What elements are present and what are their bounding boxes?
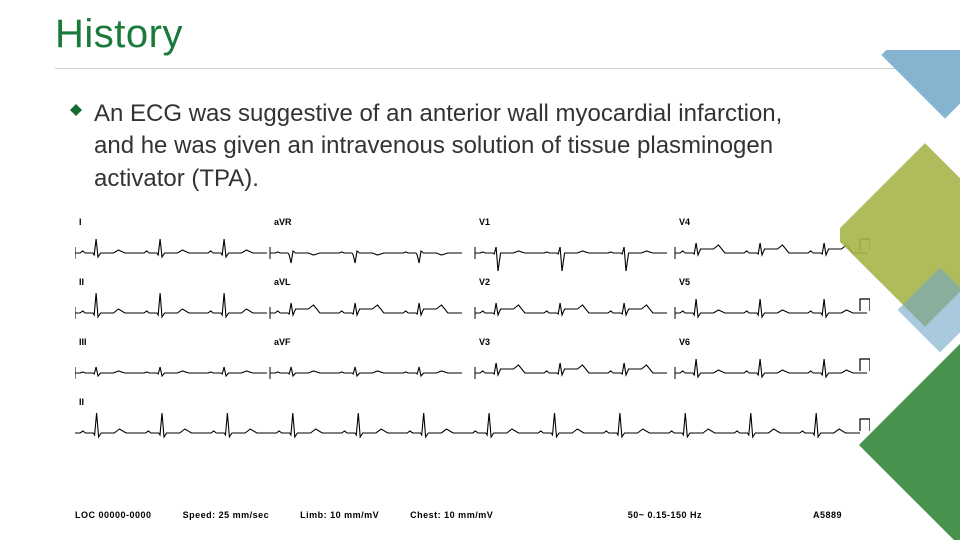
svg-text:aVL: aVL <box>274 277 291 287</box>
footer-filter: 50~ 0.15-150 Hz <box>628 510 702 520</box>
svg-text:I: I <box>79 217 82 227</box>
svg-text:II: II <box>79 397 84 407</box>
ecg-footer: LOC 00000-0000 Speed: 25 mm/sec Limb: 10… <box>75 510 870 520</box>
svg-text:V2: V2 <box>479 277 490 287</box>
slide-title: History <box>55 12 183 57</box>
footer-chest: Chest: 10 mm/mV <box>410 510 493 520</box>
svg-text:V6: V6 <box>679 337 690 347</box>
footer-limb: Limb: 10 mm/mV <box>300 510 379 520</box>
svg-text:aVR: aVR <box>274 217 292 227</box>
svg-text:V1: V1 <box>479 217 490 227</box>
svg-text:aVF: aVF <box>274 337 291 347</box>
svg-text:III: III <box>79 337 87 347</box>
svg-text:V3: V3 <box>479 337 490 347</box>
footer-loc: LOC 00000-0000 <box>75 510 152 520</box>
footer-id: A5889 <box>813 510 842 520</box>
svg-text:V4: V4 <box>679 217 690 227</box>
footer-speed: Speed: 25 mm/sec <box>183 510 270 520</box>
title-underline <box>55 68 895 69</box>
bullet-text: An ECG was suggestive of an anterior wal… <box>94 98 800 195</box>
ecg-chart: IaVR V1 V4 II aVL V2 V5 III aVF V3 V6 II <box>75 215 870 505</box>
bullet-item: An ECG was suggestive of an anterior wal… <box>70 98 800 195</box>
svg-text:V5: V5 <box>679 277 690 287</box>
svg-text:II: II <box>79 277 84 287</box>
diamond-bullet-icon <box>70 104 82 116</box>
